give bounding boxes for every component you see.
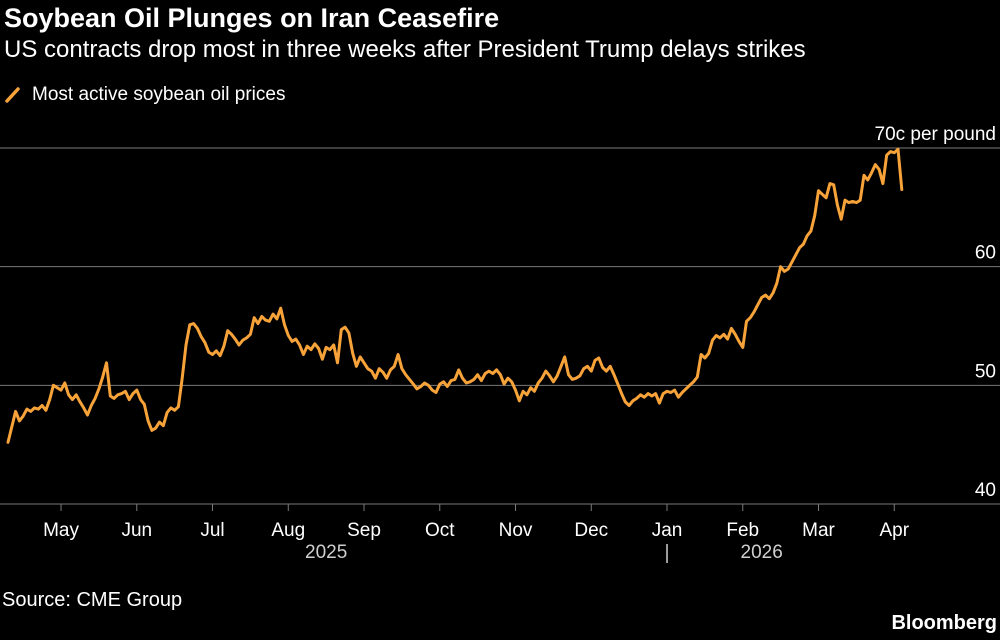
x-tick-label-oct: Oct	[425, 520, 455, 541]
legend-label: Most active soybean oil prices	[32, 84, 286, 105]
y-tick-label-70: 70c per pound	[875, 124, 997, 145]
y-axis-labels: 70c per pound 60 50 40	[875, 124, 997, 501]
x-tick-label-nov: Nov	[499, 520, 533, 541]
chart-subtitle: US contracts drop most in three weeks af…	[4, 36, 806, 63]
x-year-label-2025: 2025	[305, 542, 347, 563]
x-tick-label-sep: Sep	[347, 520, 381, 541]
legend-line-mark	[5, 87, 20, 103]
source-note: Source: CME Group	[2, 589, 183, 611]
x-tick-label-jan: Jan	[652, 520, 683, 541]
x-tick-label-may: May	[43, 520, 79, 541]
x-tick-label-feb: Feb	[726, 520, 759, 541]
y-tick-label-40: 40	[975, 480, 996, 501]
bloomberg-logo: Bloomberg	[891, 612, 997, 634]
y-tick-label-60: 60	[975, 243, 996, 264]
legend-line-icon	[5, 87, 20, 103]
x-tick-label-apr: Apr	[879, 520, 909, 541]
legend: Most active soybean oil prices	[4, 84, 285, 106]
series-line-soybean-oil	[6, 147, 904, 444]
x-tick-label-jun: Jun	[121, 520, 152, 541]
x-tick-label-aug: Aug	[271, 520, 305, 541]
x-axis: May Jun Jul Aug Sep Oct Nov Dec Jan Feb Mar Apr 2025…	[43, 504, 910, 563]
gridlines	[0, 147, 1000, 505]
x-year-label-2026: 2026	[741, 542, 783, 563]
x-tick-label-jul: Jul	[200, 520, 224, 541]
y-tick-label-50: 50	[975, 361, 996, 382]
x-tick-label-dec: Dec	[574, 520, 608, 541]
x-tick-label-mar: Mar	[802, 520, 835, 541]
series-layer	[6, 147, 904, 444]
chart-title: Soybean Oil Plunges on Iran Ceasefire	[4, 3, 500, 33]
